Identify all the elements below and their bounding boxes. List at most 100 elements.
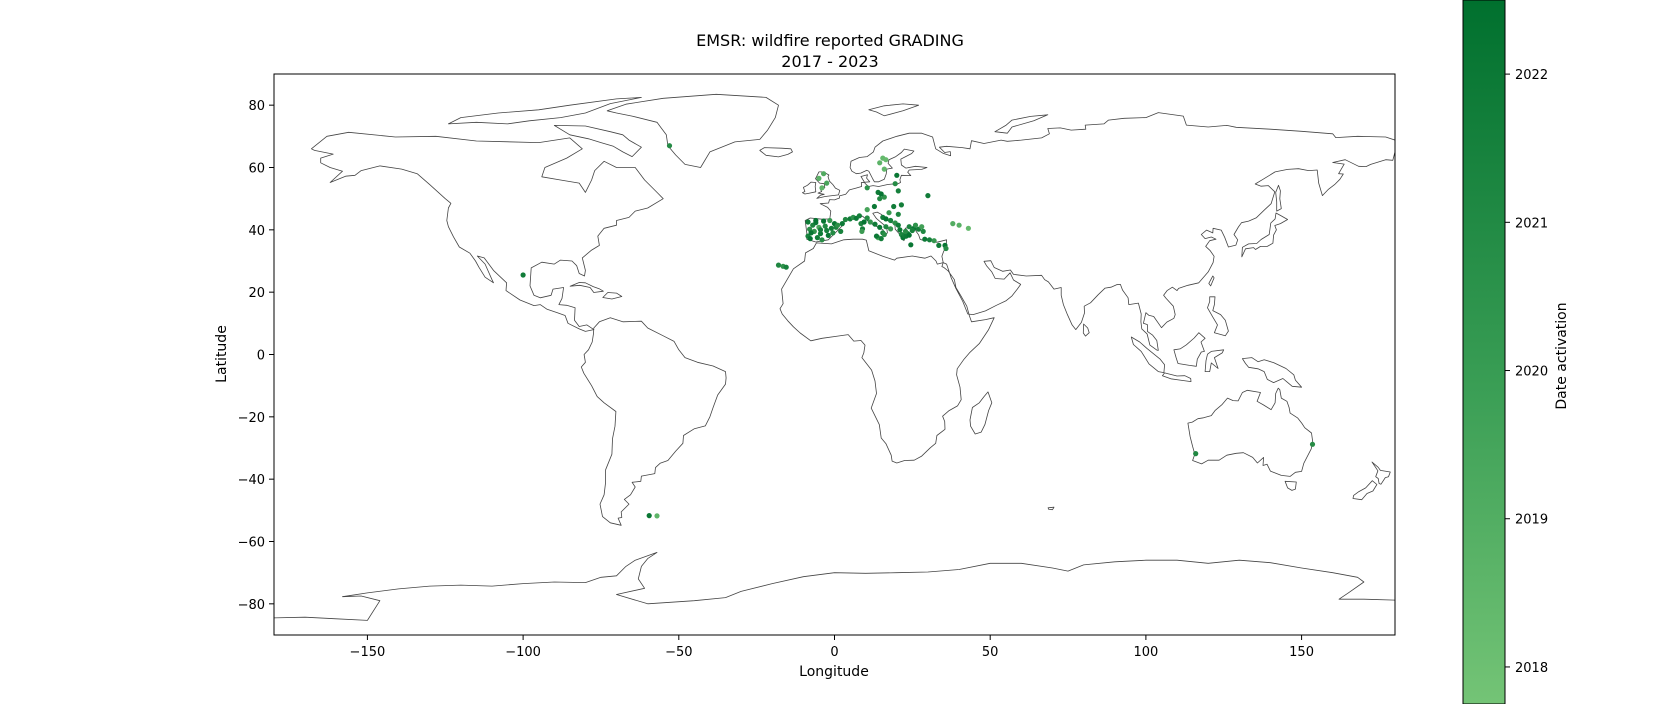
landmass-nz-south [1352, 480, 1378, 501]
wildfire-point [835, 222, 841, 228]
landmass-arctic-islands [447, 97, 642, 125]
wildfire-point [821, 171, 827, 177]
wildfire-point [936, 242, 942, 248]
wildfire-point [859, 228, 865, 234]
y-tick-label: 20 [248, 286, 265, 301]
wildfire-point [783, 264, 789, 270]
x-axis-label: Longitude [799, 664, 869, 680]
x-tick-label: −150 [350, 645, 386, 660]
landmass-greenland [606, 93, 779, 168]
landmass-kerguelen [1047, 506, 1055, 511]
wildfire-point [864, 185, 870, 191]
wildfire-point [956, 222, 962, 228]
wildfire-point [872, 221, 878, 227]
landmass-south-america [580, 317, 727, 526]
wildfire-point [821, 218, 827, 224]
wildfire-point [906, 232, 912, 238]
wildfire-point [894, 172, 900, 178]
wildfire-point [828, 225, 835, 231]
x-tick-label: 100 [1133, 645, 1158, 660]
landmass-iceland [759, 147, 793, 158]
wildfire-point [908, 242, 914, 248]
landmass-hispaniola [602, 292, 623, 300]
wildfire-point [1309, 441, 1316, 447]
colorbar-tick-label: 2019 [1515, 513, 1548, 528]
wildfire-point [807, 236, 813, 242]
colorbar-tick-label: 2022 [1515, 68, 1548, 83]
scatter-points [520, 143, 1316, 519]
wildfire-point [943, 245, 949, 252]
wildfire-point [888, 226, 894, 232]
wildfire-point [822, 223, 828, 229]
wildfire-point [919, 224, 925, 230]
wildfire-point [877, 224, 883, 230]
wildfire-point [950, 221, 956, 227]
wildfire-point [926, 237, 933, 243]
wildfire-point [830, 230, 836, 236]
landmass-novaya-zemlya [994, 114, 1049, 134]
y-axis-ticks: −80 −60 −40 −20 0 20 40 60 80 [238, 99, 274, 613]
landmass-australia [1187, 387, 1314, 477]
wildfire-point [825, 232, 831, 238]
wildfire-point [898, 202, 905, 208]
landmass-taiwan [1208, 275, 1215, 287]
y-tick-label: 40 [248, 224, 265, 239]
wildfire-point [646, 513, 652, 519]
wildfire-point [827, 217, 833, 224]
landmass-north-america [310, 131, 664, 332]
wildfire-point [881, 231, 887, 238]
landmass-madagascar [969, 391, 993, 435]
landmass-great-britain [815, 171, 841, 199]
colorbar-tick-label: 2021 [1515, 216, 1548, 231]
wildfire-point [895, 222, 901, 228]
wildfire-point [883, 157, 889, 163]
coastlines [274, 93, 1395, 635]
wildfire-point [856, 213, 863, 219]
wildfire-point [881, 166, 887, 172]
landmass-japan [1241, 212, 1288, 258]
wildfire-point [878, 236, 884, 242]
x-tick-label: −50 [665, 645, 692, 660]
wildfire-point [842, 216, 849, 223]
landmass-new-guinea [1242, 357, 1302, 388]
colorbar-ticks: 2018 2019 2020 2021 2022 [1505, 68, 1548, 676]
y-tick-label: −80 [238, 598, 265, 613]
wildfire-point [816, 175, 822, 181]
wildfire-point [864, 215, 870, 221]
wildfire-point [888, 217, 894, 224]
wildfire-point [824, 227, 830, 234]
wildfire-point [775, 262, 782, 268]
wildfire-point [883, 216, 889, 222]
y-tick-label: 60 [248, 162, 265, 177]
landmass-antarctica [274, 552, 1395, 635]
wildfire-point [814, 235, 821, 241]
plot-frame [273, 73, 1396, 636]
landmass-ireland [802, 181, 817, 195]
x-tick-label: 150 [1289, 645, 1314, 660]
landmass-eurasia [779, 112, 1395, 464]
wildfire-point [909, 227, 915, 234]
landmass-java [1162, 372, 1192, 383]
landmass-tasmania [1284, 480, 1297, 491]
x-tick-label: 50 [982, 645, 999, 660]
y-tick-label: −60 [238, 536, 265, 551]
x-tick-label: −100 [505, 645, 541, 660]
landmass-cuba [569, 282, 604, 293]
landmass-svalbard [868, 103, 919, 117]
colorbar-tick-label: 2020 [1515, 365, 1548, 380]
wildfire-point [920, 228, 926, 234]
wildfire-point [817, 231, 824, 237]
colorbar-label: Date activation [1554, 302, 1570, 409]
wildfire-point [906, 224, 912, 230]
y-tick-label: −20 [238, 411, 265, 426]
wildfire-point [839, 221, 845, 227]
wildfire-point [897, 227, 903, 233]
x-tick-label: 0 [830, 645, 838, 660]
wildfire-point [861, 219, 867, 225]
wildfire-point [902, 228, 909, 234]
wildfire-point [867, 219, 873, 225]
wildfire-point [819, 237, 825, 243]
wildfire-point [838, 228, 844, 234]
wildfire-point [666, 143, 673, 149]
